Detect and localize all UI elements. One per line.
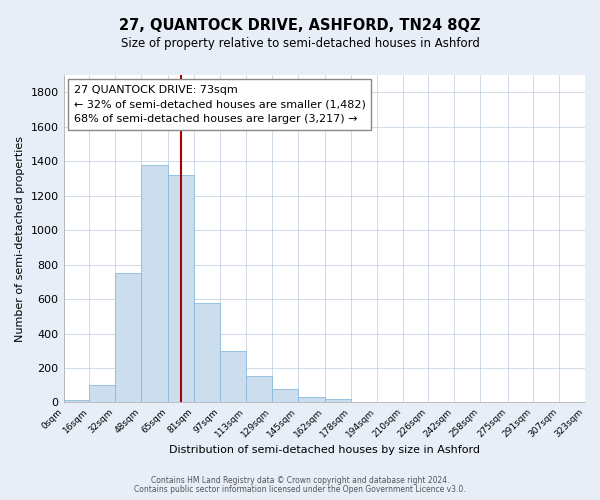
Bar xyxy=(246,376,272,402)
Text: 27 QUANTOCK DRIVE: 73sqm
← 32% of semi-detached houses are smaller (1,482)
68% o: 27 QUANTOCK DRIVE: 73sqm ← 32% of semi-d… xyxy=(74,85,366,124)
Text: Size of property relative to semi-detached houses in Ashford: Size of property relative to semi-detach… xyxy=(121,38,479,51)
Bar xyxy=(194,302,220,402)
Bar xyxy=(298,398,325,402)
Y-axis label: Number of semi-detached properties: Number of semi-detached properties xyxy=(15,136,25,342)
Text: Contains HM Land Registry data © Crown copyright and database right 2024.: Contains HM Land Registry data © Crown c… xyxy=(151,476,449,485)
Text: 27, QUANTOCK DRIVE, ASHFORD, TN24 8QZ: 27, QUANTOCK DRIVE, ASHFORD, TN24 8QZ xyxy=(119,18,481,32)
Bar xyxy=(115,273,141,402)
Bar xyxy=(169,175,194,402)
Bar xyxy=(272,388,298,402)
Bar xyxy=(141,164,169,402)
Bar xyxy=(64,400,89,402)
Bar xyxy=(89,386,115,402)
X-axis label: Distribution of semi-detached houses by size in Ashford: Distribution of semi-detached houses by … xyxy=(169,445,480,455)
Bar xyxy=(220,351,246,403)
Text: Contains public sector information licensed under the Open Government Licence v3: Contains public sector information licen… xyxy=(134,485,466,494)
Bar xyxy=(325,399,351,402)
